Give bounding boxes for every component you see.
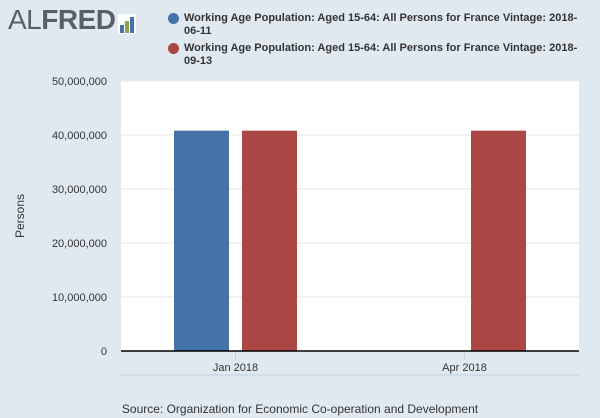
legend-item-series-2[interactable]: Working Age Population: Aged 15-64: All … xyxy=(168,42,588,68)
bar-series-2 xyxy=(471,130,526,351)
x-tick-label: Apr 2018 xyxy=(442,362,487,374)
bar-series-2 xyxy=(242,130,297,351)
y-tick-label: 40,000,000 xyxy=(52,130,107,142)
logo-chart-icon xyxy=(118,14,137,34)
logo-text-fred: FRED xyxy=(41,4,116,35)
legend-label-series-2: Working Age Population: Aged 15-64: All … xyxy=(184,42,578,67)
y-axis-title: Persons xyxy=(13,194,27,238)
logo-text-al: AL xyxy=(8,4,42,35)
y-tick-label: 20,000,000 xyxy=(52,238,107,250)
y-tick-label: 0 xyxy=(101,346,107,358)
chart-legend: Working Age Population: Aged 15-64: All … xyxy=(168,12,588,72)
y-tick-label: 30,000,000 xyxy=(52,184,107,196)
x-tick-label: Jan 2018 xyxy=(213,362,258,374)
y-tick-label: 10,000,000 xyxy=(52,292,107,304)
alfred-logo: ALFRED xyxy=(8,4,137,35)
legend-marker-series-1 xyxy=(168,13,179,24)
source-note: Source: Organization for Economic Co-ope… xyxy=(121,402,479,416)
legend-marker-series-2 xyxy=(168,43,179,54)
y-tick-label: 50,000,000 xyxy=(52,76,107,88)
logo-text: ALFRED xyxy=(8,4,116,35)
legend-item-series-1[interactable]: Working Age Population: Aged 15-64: All … xyxy=(168,12,588,38)
bar-series-1 xyxy=(174,130,229,351)
legend-label-series-1: Working Age Population: Aged 15-64: All … xyxy=(184,12,578,37)
